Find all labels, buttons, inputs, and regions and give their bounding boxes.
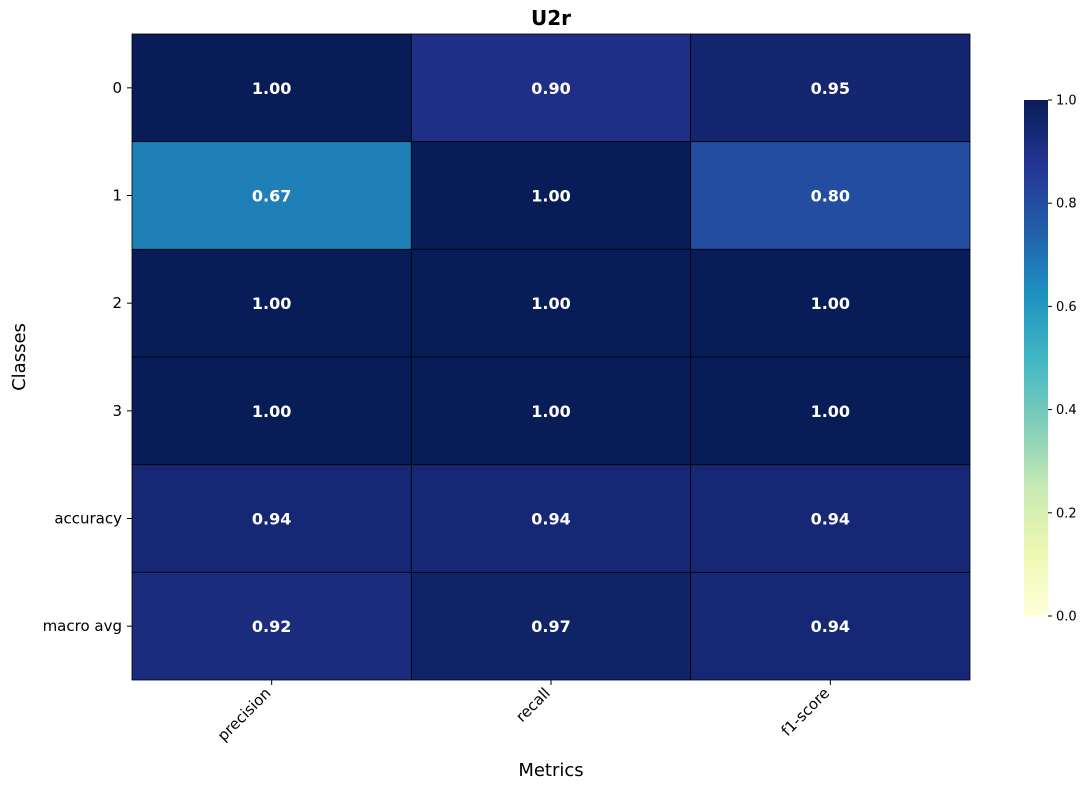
cell-value-label: 0.94	[531, 510, 570, 529]
y-tick-label: accuracy	[54, 510, 122, 528]
colorbar-tick-label: 0.4	[1056, 403, 1077, 418]
y-tick-label: 0	[112, 79, 122, 97]
chart-title: U2r	[531, 6, 571, 30]
heatmap-cell	[131, 356, 412, 466]
cell-value-label: 0.80	[811, 187, 850, 206]
heatmap-cell	[410, 141, 692, 250]
y-tick-label: 1	[112, 187, 122, 205]
colorbar-tick-label: 0.8	[1056, 197, 1077, 212]
cell-value-label: 1.00	[531, 402, 570, 421]
y-tick-label: 2	[112, 294, 122, 312]
x-axis-label: Metrics	[518, 760, 583, 781]
cell-value-label: 0.67	[252, 187, 291, 206]
heatmap-cell	[690, 356, 971, 466]
heatmap-cell	[410, 464, 692, 573]
cell-value-label: 0.90	[531, 79, 570, 98]
colorbar-gradient	[1024, 100, 1048, 616]
y-tick-label: macro avg	[43, 617, 122, 635]
cell-value-label: 0.94	[252, 510, 291, 529]
cell-value-label: 1.00	[811, 402, 850, 421]
cell-value-label: 1.00	[531, 294, 570, 313]
heatmap-cell	[410, 571, 692, 681]
heatmap-cell	[131, 33, 412, 143]
y-tick-label: 3	[112, 402, 122, 420]
cell-value-label: 0.95	[811, 79, 850, 98]
heatmap-cells: 1.00 0.90 0.95 0.67 1.00 0.80 1.00 1.00 1.00 1.00…	[131, 33, 971, 681]
cell-value-label: 1.00	[252, 294, 291, 313]
cell-value-label: 0.92	[252, 617, 291, 636]
heatmap-cell	[690, 33, 971, 143]
cell-value-label: 0.97	[531, 617, 570, 636]
x-tick-label: f1-score	[778, 684, 834, 740]
x-tick-label: precision	[214, 684, 275, 745]
colorbar: 0.0 0.2 0.4 0.6 0.8 1.0	[1024, 94, 1077, 625]
cell-value-label: 1.00	[252, 402, 291, 421]
cell-value-label: 1.00	[811, 294, 850, 313]
heatmap-cell	[131, 141, 412, 250]
cell-value-label: 1.00	[252, 79, 291, 98]
colorbar-tick-label: 0.2	[1056, 506, 1077, 521]
heatmap-cell	[690, 464, 971, 573]
x-tick-label: recall	[512, 684, 554, 726]
colorbar-tick-label: 0.0	[1056, 610, 1077, 625]
x-tick-labels: precision recall f1-score	[214, 680, 833, 745]
colorbar-tick-label: 1.0	[1056, 94, 1077, 109]
heatmap-cell	[410, 248, 692, 358]
colorbar-tick-label: 0.6	[1056, 300, 1077, 315]
heatmap-cell	[690, 141, 971, 250]
heatmap-cell	[131, 248, 412, 358]
heatmap-cell	[131, 464, 412, 573]
cell-value-label: 0.94	[811, 617, 850, 636]
cell-value-label: 1.00	[531, 187, 570, 206]
cell-value-label: 0.94	[811, 510, 850, 529]
heatmap-cell	[690, 571, 971, 681]
y-tick-labels: 0 1 2 3 accuracy macro avg	[43, 79, 132, 635]
y-axis-label: Classes	[9, 323, 30, 391]
heatmap-cell	[410, 33, 692, 143]
